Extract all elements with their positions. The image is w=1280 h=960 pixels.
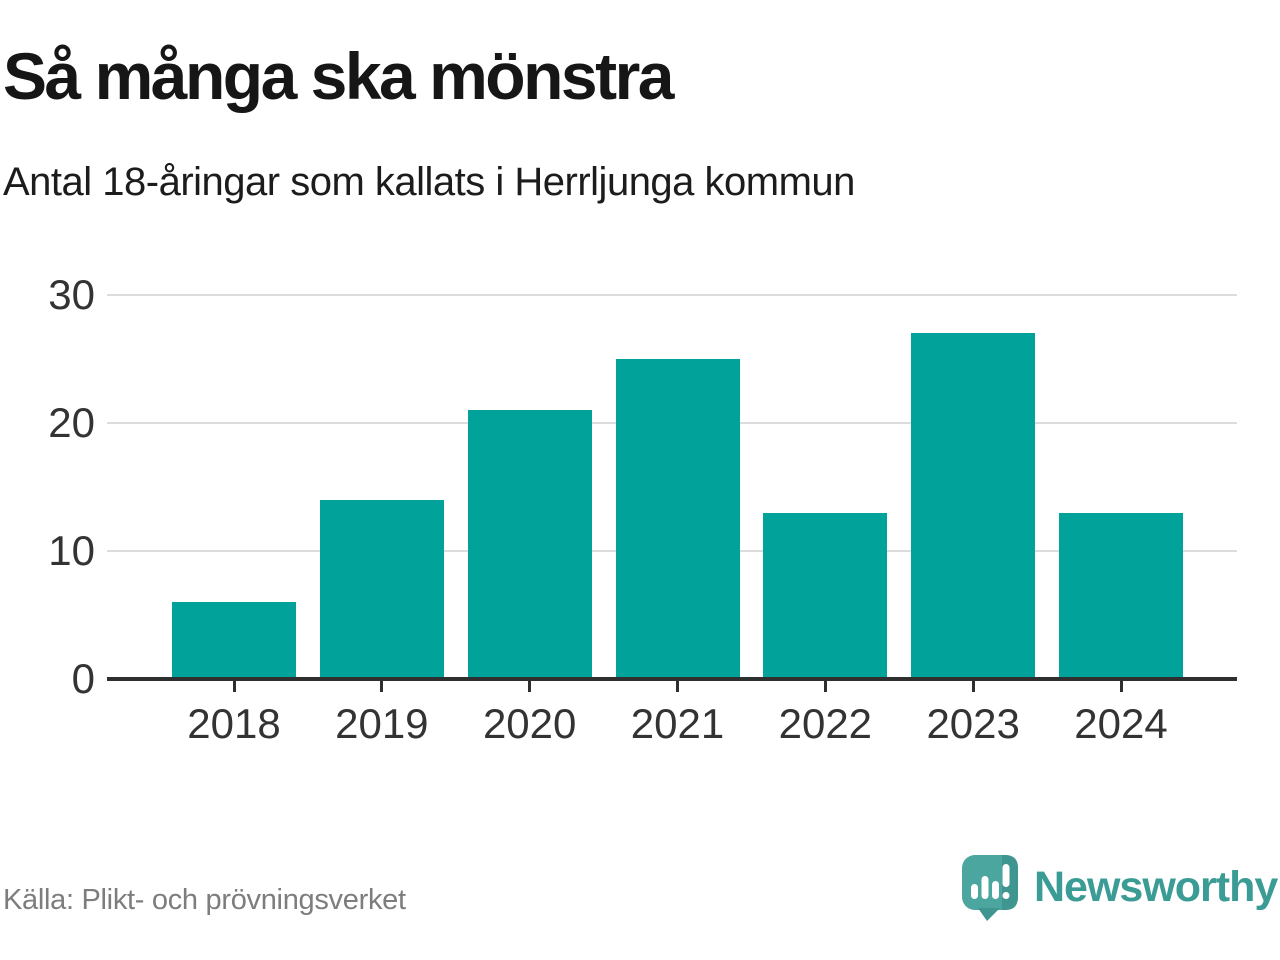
x-tick-label-2018: 2018 (187, 700, 281, 747)
x-tick-label-2024: 2024 (1074, 700, 1168, 747)
bar-2023 (911, 333, 1036, 679)
bar-2019 (319, 499, 444, 679)
x-axis-line (107, 677, 1237, 681)
x-tick-mark-2021 (676, 679, 679, 692)
bar-chart-plot-area: 0 10 20 30 2018 2019 2020 2021 2022 2023 2024 (48, 274, 1237, 745)
newsworthy-wordmark: Newsworthy (1034, 863, 1278, 911)
y-tick-label-10: 10 (48, 527, 95, 574)
bar-2022 (763, 512, 888, 679)
source-note: Källa: Plikt- och prövningsverket (3, 884, 406, 916)
bar-2024 (1059, 512, 1183, 679)
x-tick-label-2021: 2021 (630, 700, 725, 747)
newsworthy-icon (962, 855, 1018, 921)
x-tick-label-2022: 2022 (778, 700, 873, 747)
y-tick-label-20: 20 (48, 399, 95, 446)
x-tick-mark-2023 (971, 679, 975, 692)
x-tick-mark-2019 (380, 679, 384, 692)
newsworthy-logo: Newsworthy (961, 854, 1278, 922)
bar-2018 (172, 602, 296, 679)
chart-subtitle: Antal 18-åringar som kallats i Herrljung… (3, 160, 855, 204)
bar-2021 (615, 359, 740, 679)
bar-2020 (467, 410, 592, 679)
x-tick-label-2020: 2020 (482, 700, 577, 747)
gridline-30 (107, 294, 1237, 296)
x-tick-label-2023: 2023 (926, 700, 1020, 747)
y-tick-label-0: 0 (71, 655, 95, 702)
chart-title: Så många ska mönstra (3, 39, 674, 113)
y-tick-label-30: 30 (48, 271, 95, 318)
x-tick-mark-2024 (1119, 679, 1123, 692)
x-tick-mark-2018 (232, 679, 236, 692)
x-tick-mark-2020 (528, 679, 532, 692)
x-tick-mark-2022 (823, 679, 827, 692)
x-tick-label-2019: 2019 (335, 700, 429, 747)
